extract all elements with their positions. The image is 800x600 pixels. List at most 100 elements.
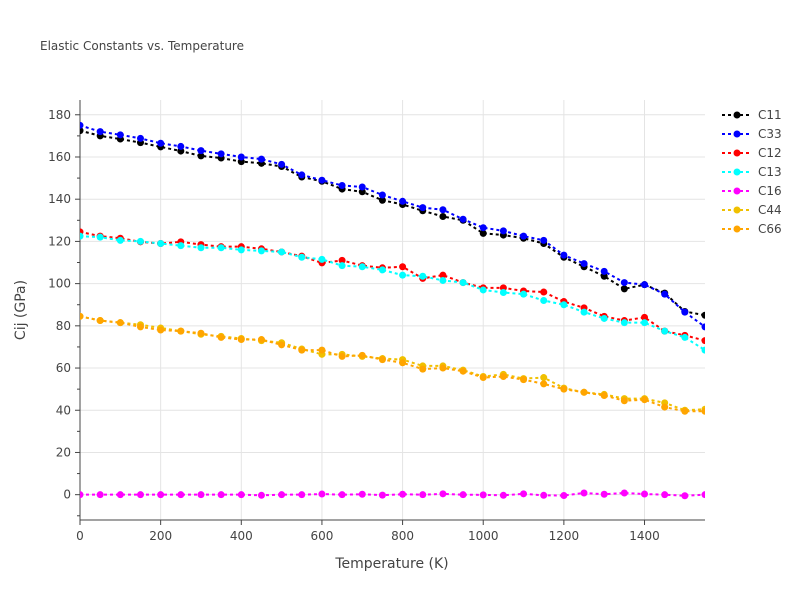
- legend-item-c66[interactable]: C66: [722, 222, 782, 236]
- series-c66: [80, 312, 705, 415]
- data-point: [560, 492, 568, 500]
- data-point: [620, 489, 628, 497]
- x-tick-label: 600: [310, 529, 333, 543]
- x-tick-label: 400: [230, 529, 253, 543]
- data-point: [399, 359, 407, 367]
- series-c11: [80, 127, 705, 319]
- data-point: [96, 233, 104, 241]
- data-point: [701, 323, 705, 331]
- data-point: [257, 336, 265, 344]
- data-point: [197, 244, 205, 252]
- legend-marker: [733, 206, 741, 214]
- data-point: [681, 407, 689, 415]
- data-point: [540, 236, 548, 244]
- legend-item-c16[interactable]: C16: [722, 184, 782, 198]
- data-point: [479, 224, 487, 232]
- data-point: [378, 356, 386, 364]
- legend-marker: [733, 149, 741, 157]
- data-point: [80, 312, 84, 320]
- y-tick-label: 80: [56, 319, 71, 333]
- y-tick-label: 120: [48, 234, 71, 248]
- data-point: [378, 491, 386, 499]
- data-point: [540, 380, 548, 388]
- data-point: [479, 491, 487, 499]
- data-point: [681, 333, 689, 341]
- y-tick-label: 20: [56, 445, 71, 459]
- data-point: [540, 288, 548, 296]
- legend-label: C66: [758, 222, 782, 236]
- legend-label: C44: [758, 203, 782, 217]
- data-point: [80, 121, 84, 129]
- series-c12: [80, 228, 705, 345]
- data-point: [237, 336, 245, 344]
- chart-title: Elastic Constants vs. Temperature: [40, 39, 244, 53]
- data-point: [378, 196, 386, 204]
- data-point: [318, 255, 326, 263]
- legend-item-c13[interactable]: C13: [722, 165, 782, 179]
- legend-item-c33[interactable]: C33: [722, 127, 782, 141]
- data-point: [641, 281, 649, 289]
- data-point: [116, 236, 124, 244]
- data-point: [378, 191, 386, 199]
- legend-label: C16: [758, 184, 782, 198]
- data-point: [318, 490, 326, 498]
- data-point: [197, 147, 205, 155]
- data-point: [237, 153, 245, 161]
- data-point: [620, 279, 628, 287]
- data-point: [116, 491, 124, 499]
- data-point: [580, 308, 588, 316]
- data-point: [641, 313, 649, 321]
- data-point: [580, 489, 588, 497]
- series-c33: [80, 121, 705, 331]
- data-point: [217, 244, 225, 252]
- legend-marker: [733, 225, 741, 233]
- data-point: [499, 288, 507, 296]
- data-point: [600, 267, 608, 275]
- legend-item-c12[interactable]: C12: [722, 146, 782, 160]
- legend-item-c44[interactable]: C44: [722, 203, 782, 217]
- legend[interactable]: C11 C33 C12 C13 C16 C44 C66: [722, 108, 782, 236]
- data-point: [479, 374, 487, 382]
- x-tick-label: 0: [76, 529, 84, 543]
- axes: 0 200 400 600 800 1000 1200 1400 0 20 40 60 80 100 120…: [48, 100, 705, 543]
- legend-label: C13: [758, 165, 782, 179]
- data-point: [298, 171, 306, 179]
- x-tick-label: 200: [149, 529, 172, 543]
- data-point: [80, 491, 84, 499]
- data-point: [479, 229, 487, 237]
- data-point: [641, 319, 649, 327]
- data-point: [217, 150, 225, 158]
- data-point: [620, 397, 628, 405]
- data-point: [701, 346, 705, 354]
- series-line: [80, 124, 705, 328]
- data-point: [399, 490, 407, 498]
- data-point: [157, 240, 165, 248]
- data-point: [701, 311, 705, 319]
- data-point: [298, 253, 306, 261]
- data-point: [499, 372, 507, 380]
- y-tick-label: 40: [56, 403, 71, 417]
- x-tick-label: 1000: [468, 529, 499, 543]
- data-point: [540, 297, 548, 305]
- data-point: [278, 160, 286, 168]
- data-point: [419, 272, 427, 280]
- data-point: [338, 262, 346, 270]
- data-point: [338, 491, 346, 499]
- data-point: [540, 374, 548, 382]
- data-point: [560, 301, 568, 309]
- data-point: [399, 263, 407, 271]
- data-point: [197, 329, 205, 337]
- data-point: [459, 215, 467, 223]
- y-tick-label: 0: [63, 488, 71, 502]
- data-point: [358, 263, 366, 271]
- legend-item-c11[interactable]: C11: [722, 108, 782, 122]
- data-point: [358, 183, 366, 191]
- data-point: [96, 128, 104, 136]
- series-c16: [80, 489, 705, 500]
- y-axis-title: Cij (GPa): [13, 280, 29, 340]
- series-line: [80, 129, 705, 317]
- y-tick-label: 160: [48, 150, 71, 164]
- data-point: [620, 285, 628, 293]
- data-point: [419, 491, 427, 499]
- data-point: [520, 376, 528, 384]
